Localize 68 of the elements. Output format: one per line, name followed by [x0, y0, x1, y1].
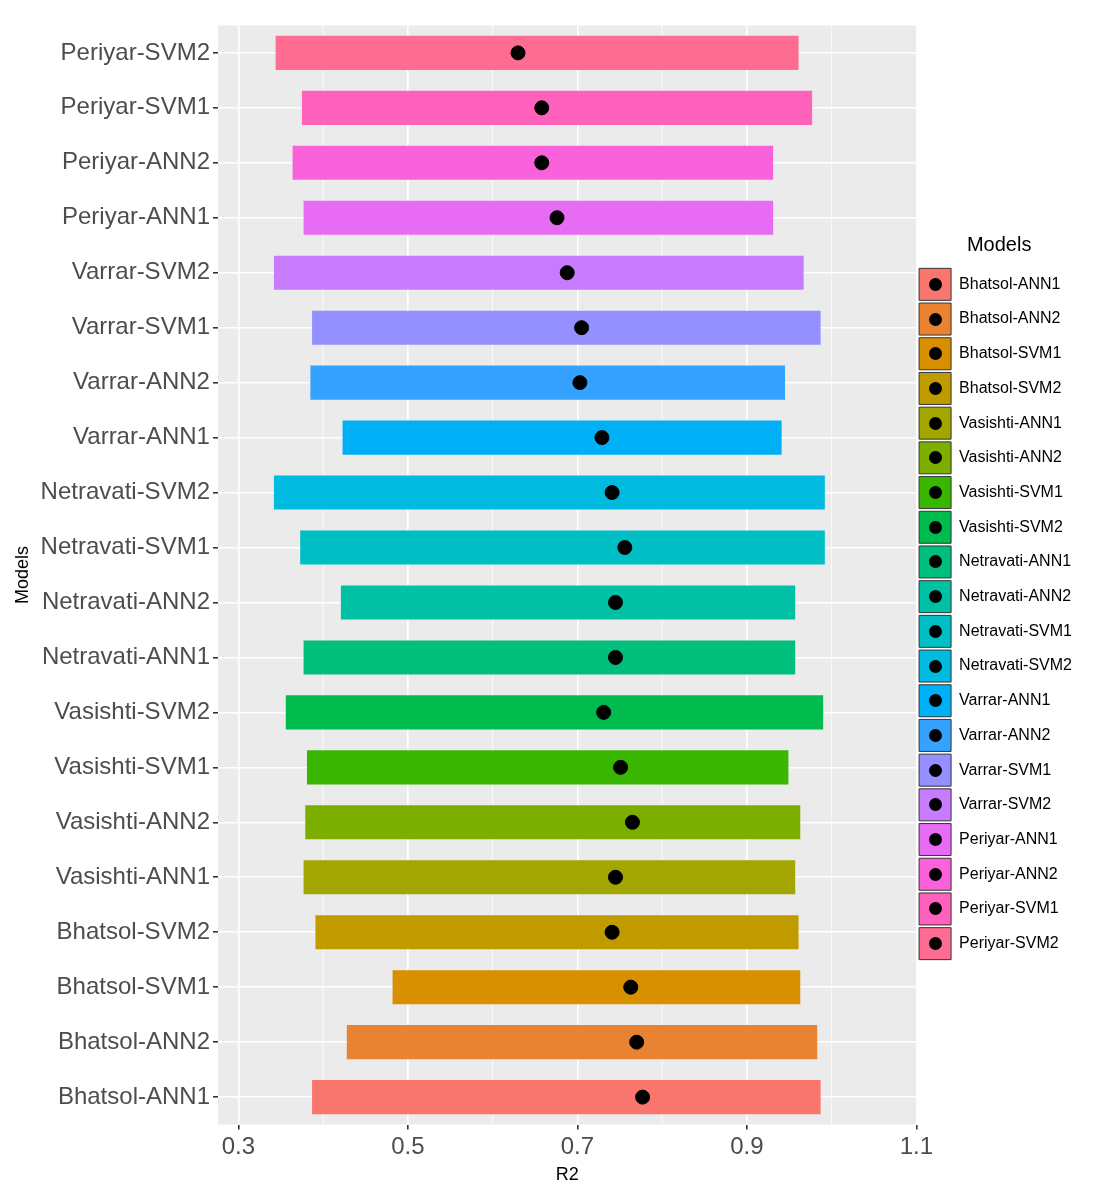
x-axis-title: R2	[555, 1164, 579, 1185]
legend-label: Periyar-ANN1	[959, 829, 1058, 847]
y-tick-label: Periyar-SVM1	[60, 92, 210, 120]
point	[510, 45, 526, 61]
legend-label: Netravati-SVM1	[959, 621, 1073, 639]
legend-label: Varrar-ANN2	[959, 725, 1051, 743]
legend-label: Netravati-ANN2	[959, 587, 1072, 605]
y-tick-label: Bhatsol-SVM1	[56, 971, 210, 999]
y-tick-label: Bhatsol-ANN2	[57, 1026, 210, 1054]
point	[635, 1089, 651, 1105]
point	[572, 375, 588, 391]
point	[624, 814, 640, 830]
legend-label: Periyar-SVM2	[959, 934, 1059, 952]
point	[607, 649, 623, 665]
legend-label: Varrar-ANN1	[959, 691, 1051, 709]
y-tick-label: Vasishti-SVM1	[54, 751, 210, 779]
point	[549, 210, 565, 226]
y-tick-label: Periyar-SVM2	[60, 37, 210, 65]
legend-label: Vasishti-SVM1	[959, 482, 1063, 500]
point	[596, 704, 612, 720]
point	[607, 869, 623, 885]
legend-label: Vasishti-ANN2	[959, 448, 1063, 466]
y-tick-label: Bhatsol-SVM2	[56, 916, 210, 944]
legend-label: Bhatsol-ANN1	[959, 274, 1061, 292]
legend-label: Varrar-SVM1	[959, 760, 1052, 778]
point	[559, 265, 575, 281]
x-tick-label: 1.1	[899, 1131, 934, 1159]
legend-label: Varrar-SVM2	[959, 795, 1052, 813]
y-tick-label: Netravati-ANN1	[41, 642, 210, 670]
x-tick-label: 0.7	[560, 1131, 595, 1159]
y-axis-title: Models	[11, 545, 32, 605]
y-tick-label: Vasishti-ANN1	[55, 861, 210, 889]
legend-label: Bhatsol-ANN2	[959, 309, 1061, 327]
point	[534, 100, 550, 116]
legend-label: Vasishti-SVM2	[959, 517, 1063, 535]
legend-label: Bhatsol-SVM1	[959, 344, 1062, 362]
y-tick-label: Varrar-ANN1	[73, 422, 210, 450]
y-tick-label: Varrar-ANN2	[73, 367, 210, 395]
y-tick-label: Varrar-SVM2	[71, 257, 210, 285]
legend-label: Bhatsol-SVM2	[959, 378, 1062, 396]
y-tick-label: Bhatsol-ANN1	[57, 1081, 210, 1109]
point	[604, 924, 620, 940]
legend-title: Models	[966, 233, 1032, 256]
x-tick-label: 0.3	[221, 1131, 256, 1159]
legend-label: Vasishti-ANN1	[959, 413, 1063, 431]
y-tick-label: Netravati-SVM2	[40, 477, 210, 505]
point	[574, 320, 590, 336]
x-tick-label: 0.9	[730, 1131, 764, 1159]
point	[623, 979, 639, 995]
point	[594, 430, 610, 446]
point	[534, 155, 550, 171]
y-tick-label: Periyar-ANN1	[61, 202, 210, 230]
legend-label: Periyar-ANN2	[959, 864, 1058, 882]
point	[607, 594, 623, 610]
point	[604, 485, 620, 501]
point	[617, 540, 633, 556]
x-tick-label: 0.5	[391, 1131, 425, 1159]
y-tick-label: Varrar-SVM1	[71, 312, 210, 340]
y-tick-label: Vasishti-SVM2	[54, 697, 210, 725]
point	[613, 759, 629, 775]
point	[629, 1034, 645, 1050]
y-tick-label: Netravati-SVM1	[40, 532, 210, 560]
legend-label: Periyar-SVM1	[959, 899, 1059, 917]
y-tick-label: Netravati-ANN2	[41, 587, 210, 615]
legend-label: Netravati-ANN1	[959, 552, 1072, 570]
y-tick-label: Vasishti-ANN2	[55, 806, 210, 834]
legend-label: Netravati-SVM2	[959, 656, 1073, 674]
y-tick-label: Periyar-ANN2	[61, 147, 210, 175]
